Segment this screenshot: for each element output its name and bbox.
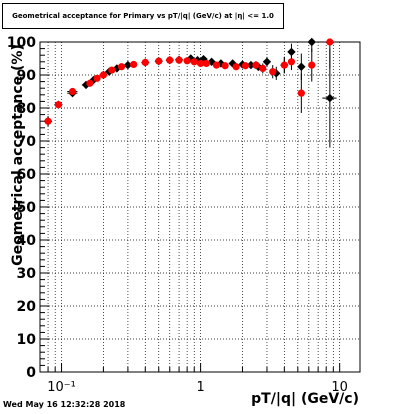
y-tick-label: 60 — [17, 167, 37, 183]
data-point — [307, 37, 316, 47]
chart-title: Geometrical acceptance for Primary vs pT… — [12, 12, 274, 20]
data-point — [155, 57, 163, 65]
data-point — [228, 59, 237, 68]
data-point — [252, 61, 260, 69]
data-point — [44, 117, 52, 125]
data-point — [68, 87, 77, 96]
y-tick-label: 90 — [17, 68, 37, 84]
y-tick-label: 30 — [17, 266, 37, 282]
data-point — [202, 59, 210, 68]
data-point — [297, 89, 305, 97]
axis-ticks — [39, 41, 341, 373]
y-tick-label: 0 — [26, 365, 36, 381]
x-tick-label: 10⁻¹ — [47, 380, 76, 395]
data-point — [287, 58, 296, 66]
data-point — [183, 57, 191, 65]
y-tick-label: 50 — [17, 200, 37, 216]
y-tick-label: 100 — [7, 35, 36, 51]
data-point — [81, 80, 91, 90]
data-point — [297, 62, 306, 71]
data-point — [207, 57, 216, 66]
y-tick-label: 80 — [17, 101, 37, 117]
x-axis-label: pT/|q| (GeV/c) — [251, 391, 359, 407]
data-point — [269, 68, 277, 76]
data-point — [123, 60, 133, 70]
data-point — [221, 62, 229, 70]
data-point — [287, 47, 296, 57]
data-point — [197, 59, 205, 68]
data-point — [166, 56, 174, 64]
data-point — [246, 60, 256, 70]
data-point — [326, 38, 334, 46]
data-point — [130, 60, 138, 69]
data-series — [43, 37, 337, 148]
data-point — [117, 63, 126, 71]
data-point — [141, 58, 149, 67]
data-point — [86, 79, 94, 87]
y-tick-label: 40 — [17, 233, 37, 249]
data-point — [89, 75, 98, 85]
y-tick-label: 20 — [17, 299, 37, 315]
x-tick-label: 10 — [331, 380, 348, 395]
data-point — [232, 63, 240, 71]
data-point — [241, 62, 250, 70]
grid-lines — [39, 42, 360, 372]
series-black — [43, 37, 337, 148]
data-point — [193, 55, 202, 65]
data-point — [175, 56, 183, 64]
chart-title-box: Geometrical acceptance for Primary vs pT… — [2, 3, 284, 29]
data-point — [280, 61, 288, 69]
data-point — [212, 61, 221, 69]
data-point — [99, 71, 108, 79]
y-axis-label: Geometrical acceptance (%) — [10, 44, 26, 266]
data-point — [93, 74, 101, 82]
data-point — [308, 61, 316, 69]
series-red — [44, 38, 337, 127]
data-point — [54, 101, 63, 109]
data-point — [325, 93, 335, 103]
data-point — [259, 64, 267, 72]
y-tick-label: 10 — [17, 332, 37, 348]
x-tick-label: 1 — [196, 380, 204, 395]
data-point — [190, 58, 198, 66]
y-tick-label: 70 — [17, 134, 37, 150]
timestamp: Wed May 16 12:32:28 2018 — [3, 400, 126, 409]
data-point — [108, 66, 116, 74]
data-point — [262, 57, 272, 66]
